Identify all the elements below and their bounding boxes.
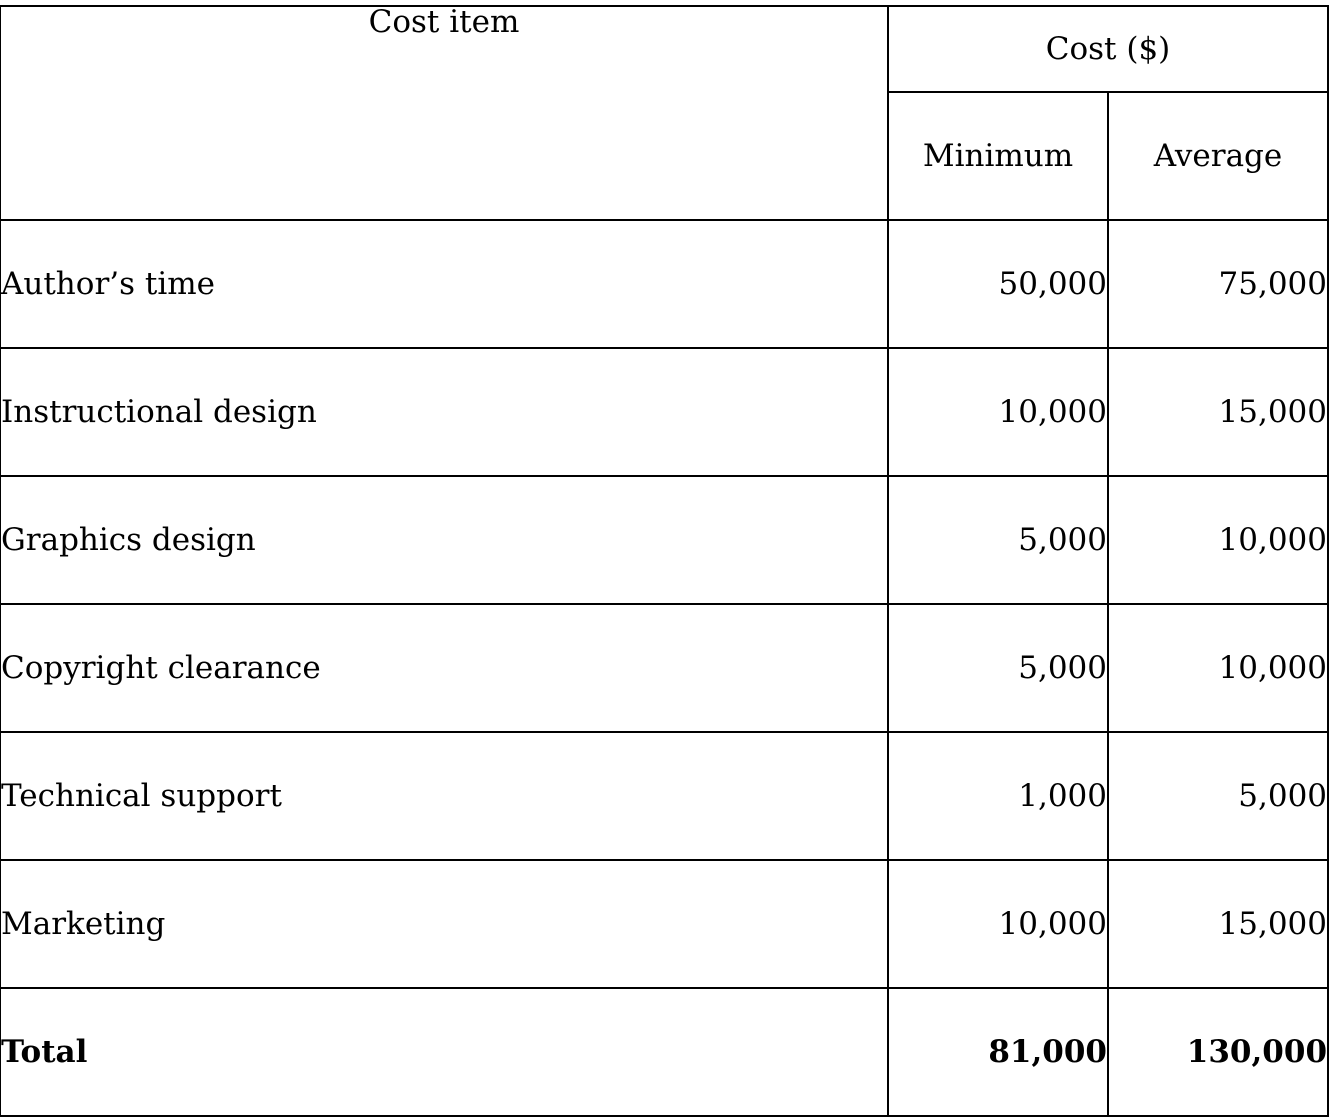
minimum-cell: 5,000 <box>887 603 1109 733</box>
table-row: Copyright clearance 5,000 10,000 <box>0 603 1330 733</box>
minimum-cell: 1,000 <box>887 731 1109 861</box>
cost-table: Cost item Cost ($) Minimum Average Autho… <box>0 5 1330 1117</box>
minimum-cell: 10,000 <box>887 347 1109 477</box>
total-label: Total <box>0 987 889 1117</box>
table-header-row: Cost item Cost ($) <box>0 5 1330 221</box>
table-row: Author’s time 50,000 75,000 <box>0 219 1330 349</box>
minimum-header: Minimum <box>887 91 1109 221</box>
table-subheader-row: Minimum Average <box>0 91 1330 221</box>
item-cell: Instructional design <box>0 347 889 477</box>
table-row: Graphics design 5,000 10,000 <box>0 475 1330 605</box>
average-cell: 5,000 <box>1106 731 1330 861</box>
item-cell: Copyright clearance <box>0 603 889 733</box>
average-cell: 15,000 <box>1106 347 1330 477</box>
cost-item-header: Cost item <box>0 5 889 221</box>
table-row: Instructional design 10,000 15,000 <box>0 347 1330 477</box>
minimum-cell: 5,000 <box>887 475 1109 605</box>
item-cell: Technical support <box>0 731 889 861</box>
cost-group-header: Cost ($) <box>886 5 1330 93</box>
average-header: Average <box>1106 91 1330 221</box>
item-cell: Marketing <box>0 859 889 989</box>
total-average: 130,000 <box>1106 987 1330 1117</box>
average-cell: 15,000 <box>1106 859 1330 989</box>
table-row: Marketing 10,000 15,000 <box>0 859 1330 989</box>
minimum-cell: 10,000 <box>887 859 1109 989</box>
item-cell: Graphics design <box>0 475 889 605</box>
total-row: Total 81,000 130,000 <box>0 987 1330 1117</box>
total-minimum: 81,000 <box>887 987 1109 1117</box>
average-cell: 75,000 <box>1106 219 1330 349</box>
table-row: Technical support 1,000 5,000 <box>0 731 1330 861</box>
item-cell: Author’s time <box>0 219 889 349</box>
minimum-cell: 50,000 <box>887 219 1109 349</box>
average-cell: 10,000 <box>1106 603 1330 733</box>
average-cell: 10,000 <box>1106 475 1330 605</box>
